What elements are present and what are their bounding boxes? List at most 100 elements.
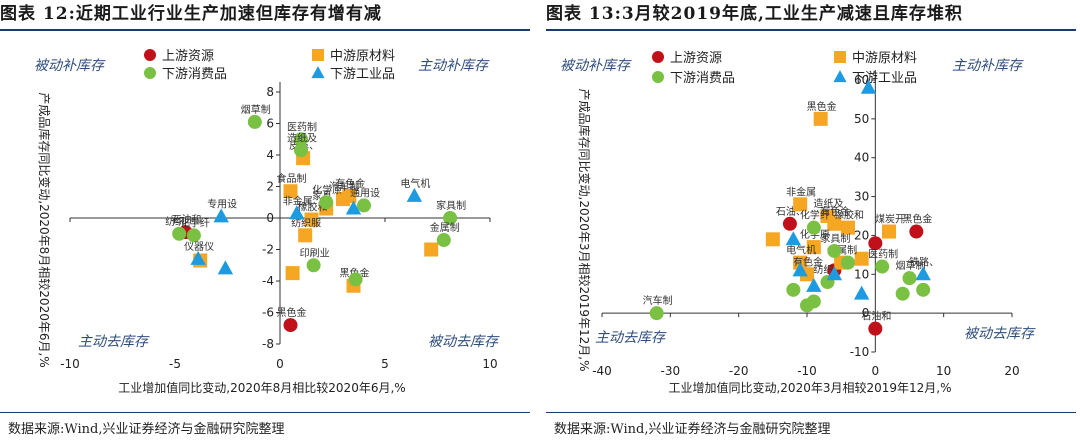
point-label: 仪器仪 bbox=[184, 241, 214, 253]
data-point bbox=[800, 298, 814, 313]
y-tick-label: 20 bbox=[854, 228, 869, 242]
data-point bbox=[186, 228, 201, 243]
series-consumer bbox=[649, 220, 931, 321]
point-label: 非金属 bbox=[283, 194, 313, 207]
data-point bbox=[806, 220, 821, 235]
legend-entry bbox=[652, 51, 664, 63]
title-rule-left bbox=[0, 29, 530, 31]
quadrant-label-tl: 被动补库存 bbox=[560, 58, 632, 74]
x-tick-label: -10 bbox=[60, 357, 80, 371]
data-point bbox=[406, 187, 423, 202]
data-point bbox=[443, 211, 458, 225]
y-tick-label: 30 bbox=[854, 190, 869, 204]
point-label: 化学纤 bbox=[800, 209, 830, 222]
data-point bbox=[283, 184, 298, 199]
legend-label: 上游资源 bbox=[670, 51, 722, 66]
legend-entry bbox=[652, 71, 664, 83]
y-tick-label: -8 bbox=[262, 337, 274, 351]
point-label: 有色金 bbox=[335, 177, 365, 190]
data-point bbox=[827, 243, 842, 258]
point-label: 专用设 bbox=[207, 197, 237, 210]
data-point bbox=[902, 271, 917, 286]
data-point bbox=[853, 285, 870, 300]
data-point bbox=[916, 282, 931, 297]
data-point bbox=[319, 195, 334, 210]
point-label: 电气机 bbox=[786, 244, 816, 257]
legend-marker bbox=[652, 51, 664, 63]
data-point bbox=[289, 205, 305, 220]
data-point bbox=[283, 318, 298, 333]
source-right: 数据来源:Wind,兴业证券经济与金融研究院整理 bbox=[554, 422, 831, 437]
legend-label: 下游消费品 bbox=[162, 67, 227, 82]
legend-label: 下游工业品 bbox=[330, 67, 395, 82]
x-tick-label: -10 bbox=[797, 364, 817, 378]
x-tick-label: 0 bbox=[872, 364, 880, 378]
point-label: 橡胶和 bbox=[834, 209, 864, 222]
y-tick-label: 60 bbox=[854, 73, 869, 87]
data-point bbox=[860, 79, 877, 94]
point-label: 黑色金 bbox=[277, 306, 307, 319]
y-axis-label: 产成品库存同比变动,2020年3月相较2019年12月,% bbox=[577, 88, 592, 371]
point-label: 汽车制 bbox=[329, 180, 359, 193]
data-point bbox=[294, 143, 308, 158]
x-axis-label: 工业增加值同比变动,2020年3月相较2019年12月,% bbox=[668, 380, 951, 395]
data-point bbox=[357, 198, 371, 213]
data-point bbox=[786, 282, 801, 297]
point-label: 造纸及 bbox=[814, 197, 844, 210]
source-left: 数据来源:Wind,兴业证券经济与金融研究院整理 bbox=[8, 422, 285, 437]
legend-marker bbox=[144, 49, 156, 61]
data-point bbox=[909, 224, 924, 239]
legend-entry bbox=[312, 49, 324, 61]
data-point bbox=[436, 233, 451, 248]
data-point bbox=[765, 232, 780, 247]
series-industrial bbox=[785, 79, 931, 300]
title-rule-right bbox=[546, 29, 1076, 31]
legend-entry bbox=[833, 70, 847, 83]
data-point bbox=[348, 272, 363, 287]
point-label: 石油和 bbox=[861, 310, 891, 323]
source-rule-right bbox=[546, 412, 1076, 413]
legend-entry bbox=[311, 66, 325, 79]
data-point bbox=[841, 255, 855, 270]
data-point bbox=[306, 258, 321, 273]
point-label: 纺织 bbox=[814, 263, 834, 276]
data-point bbox=[868, 236, 883, 251]
point-label: 电气机 bbox=[400, 177, 430, 190]
point-label: 有色金 bbox=[820, 205, 850, 218]
data-point bbox=[336, 192, 350, 207]
point-label: 纺织 bbox=[165, 215, 185, 228]
y-axis-label: 产成品库存同比变动,2020年8月相较2020年6月,% bbox=[37, 92, 52, 367]
y-tick-label: -2 bbox=[262, 243, 274, 257]
legend-label: 中游原材料 bbox=[330, 49, 395, 64]
point-label: 医药制 bbox=[868, 248, 898, 261]
x-tick-label: -40 bbox=[592, 364, 612, 378]
x-tick-label: 10 bbox=[936, 364, 951, 378]
series-industrial bbox=[190, 187, 423, 275]
point-label: 化学原 bbox=[800, 228, 830, 241]
y-tick-label: 8 bbox=[266, 85, 274, 99]
data-point bbox=[285, 266, 300, 281]
data-point bbox=[827, 216, 842, 231]
data-point bbox=[895, 286, 910, 301]
x-tick-label: -20 bbox=[729, 364, 749, 378]
point-label: 烟草制 bbox=[241, 103, 271, 116]
point-label: 家具制 bbox=[820, 232, 850, 245]
point-label: 金属制 bbox=[430, 221, 460, 234]
x-tick-label: 10 bbox=[482, 357, 497, 371]
chart-title-right: 图表 13:3月较2019年底,工业生产减速且库存堆积 bbox=[546, 4, 963, 24]
y-tick-label: -10 bbox=[850, 345, 870, 359]
data-point bbox=[806, 277, 822, 292]
data-point bbox=[813, 111, 828, 126]
data-point bbox=[868, 321, 883, 336]
chart-title-left: 图表 12:近期工业行业生产加速但库存有增有减 bbox=[0, 4, 382, 24]
y-tick-label: 4 bbox=[266, 148, 274, 162]
chart-panel-right: 图表 13:3月较2019年底,工业生产减速且库存堆积 60 50 40 30 20 10… bbox=[540, 0, 1080, 441]
quadrant-label-br: 被动去库存 bbox=[964, 326, 1036, 342]
data-point bbox=[247, 114, 262, 129]
quadrant-label-tl: 被动补库存 bbox=[34, 58, 106, 74]
x-tick-label: 20 bbox=[1004, 364, 1019, 378]
x-tick-label: 0 bbox=[276, 357, 284, 371]
x-tick-label: -5 bbox=[169, 357, 181, 371]
data-point bbox=[915, 266, 931, 281]
legend-label: 下游工业品 bbox=[852, 71, 917, 86]
